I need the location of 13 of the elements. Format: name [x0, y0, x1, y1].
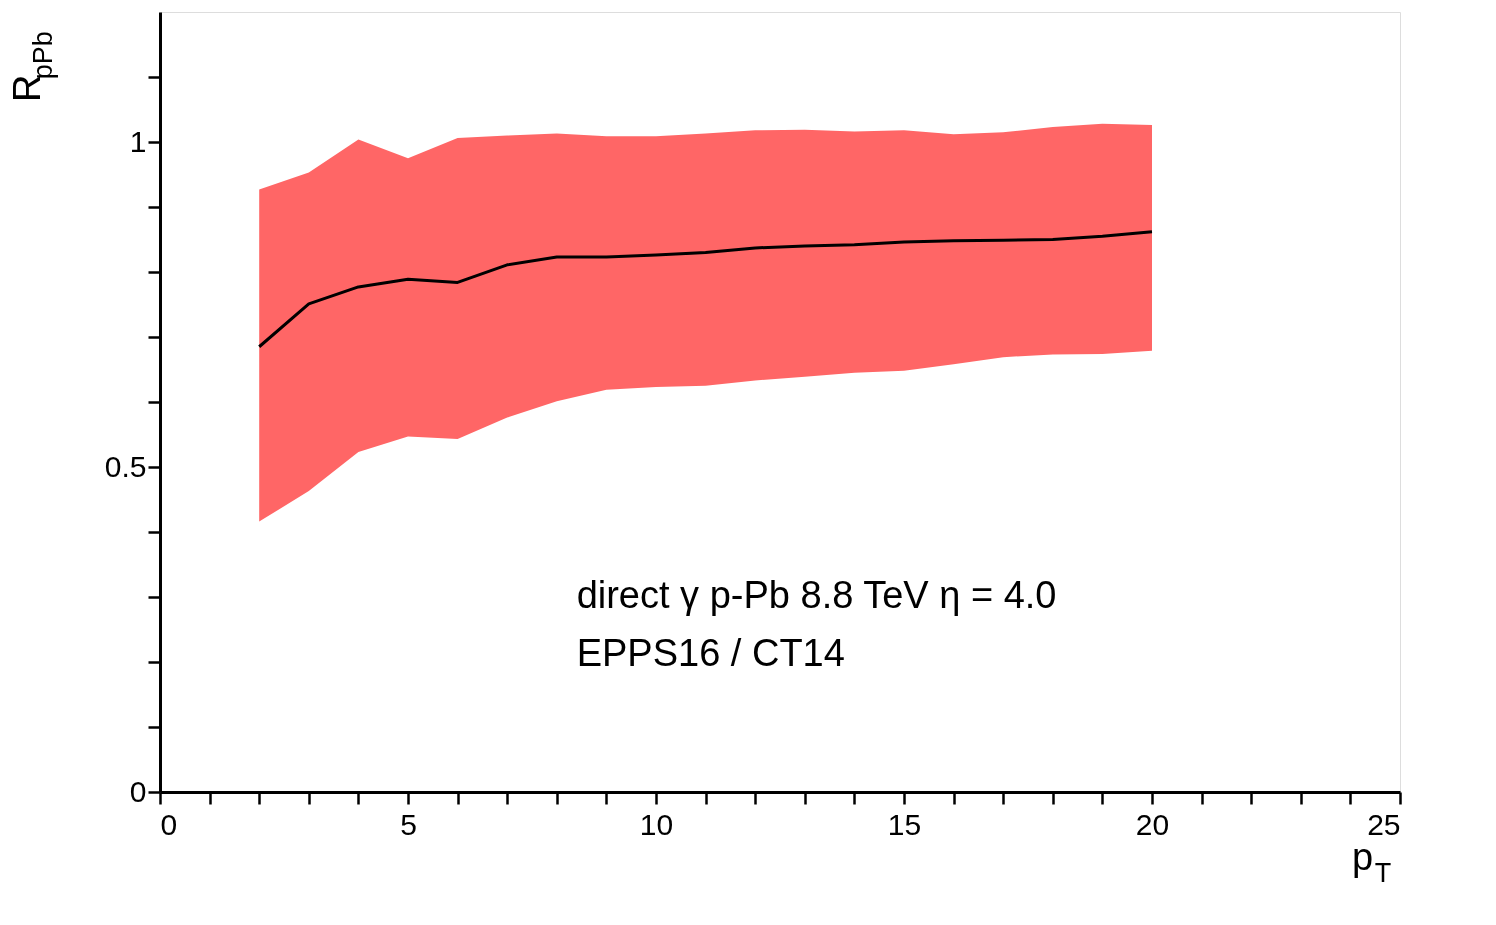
x-tick-label: 25: [1367, 807, 1401, 841]
annotation: direct γ p-Pb 8.8 TeV η = 4.0: [576, 574, 1057, 616]
line-series: [257, 230, 1154, 349]
x-tick-label: 5: [400, 807, 417, 841]
y-axis-title: RpPb: [6, 31, 58, 102]
x-tick-label: 20: [1135, 807, 1170, 841]
x-tick-label: 15: [887, 807, 922, 841]
y-tick-label: 0: [129, 774, 147, 808]
x-tick-label: 10: [639, 807, 674, 841]
y-tick-label: 1: [129, 124, 147, 158]
y-tick-label: 0.5: [104, 449, 147, 483]
x-tick-label: 0: [160, 807, 178, 841]
annotation: EPPS16 / CT14: [576, 632, 845, 674]
